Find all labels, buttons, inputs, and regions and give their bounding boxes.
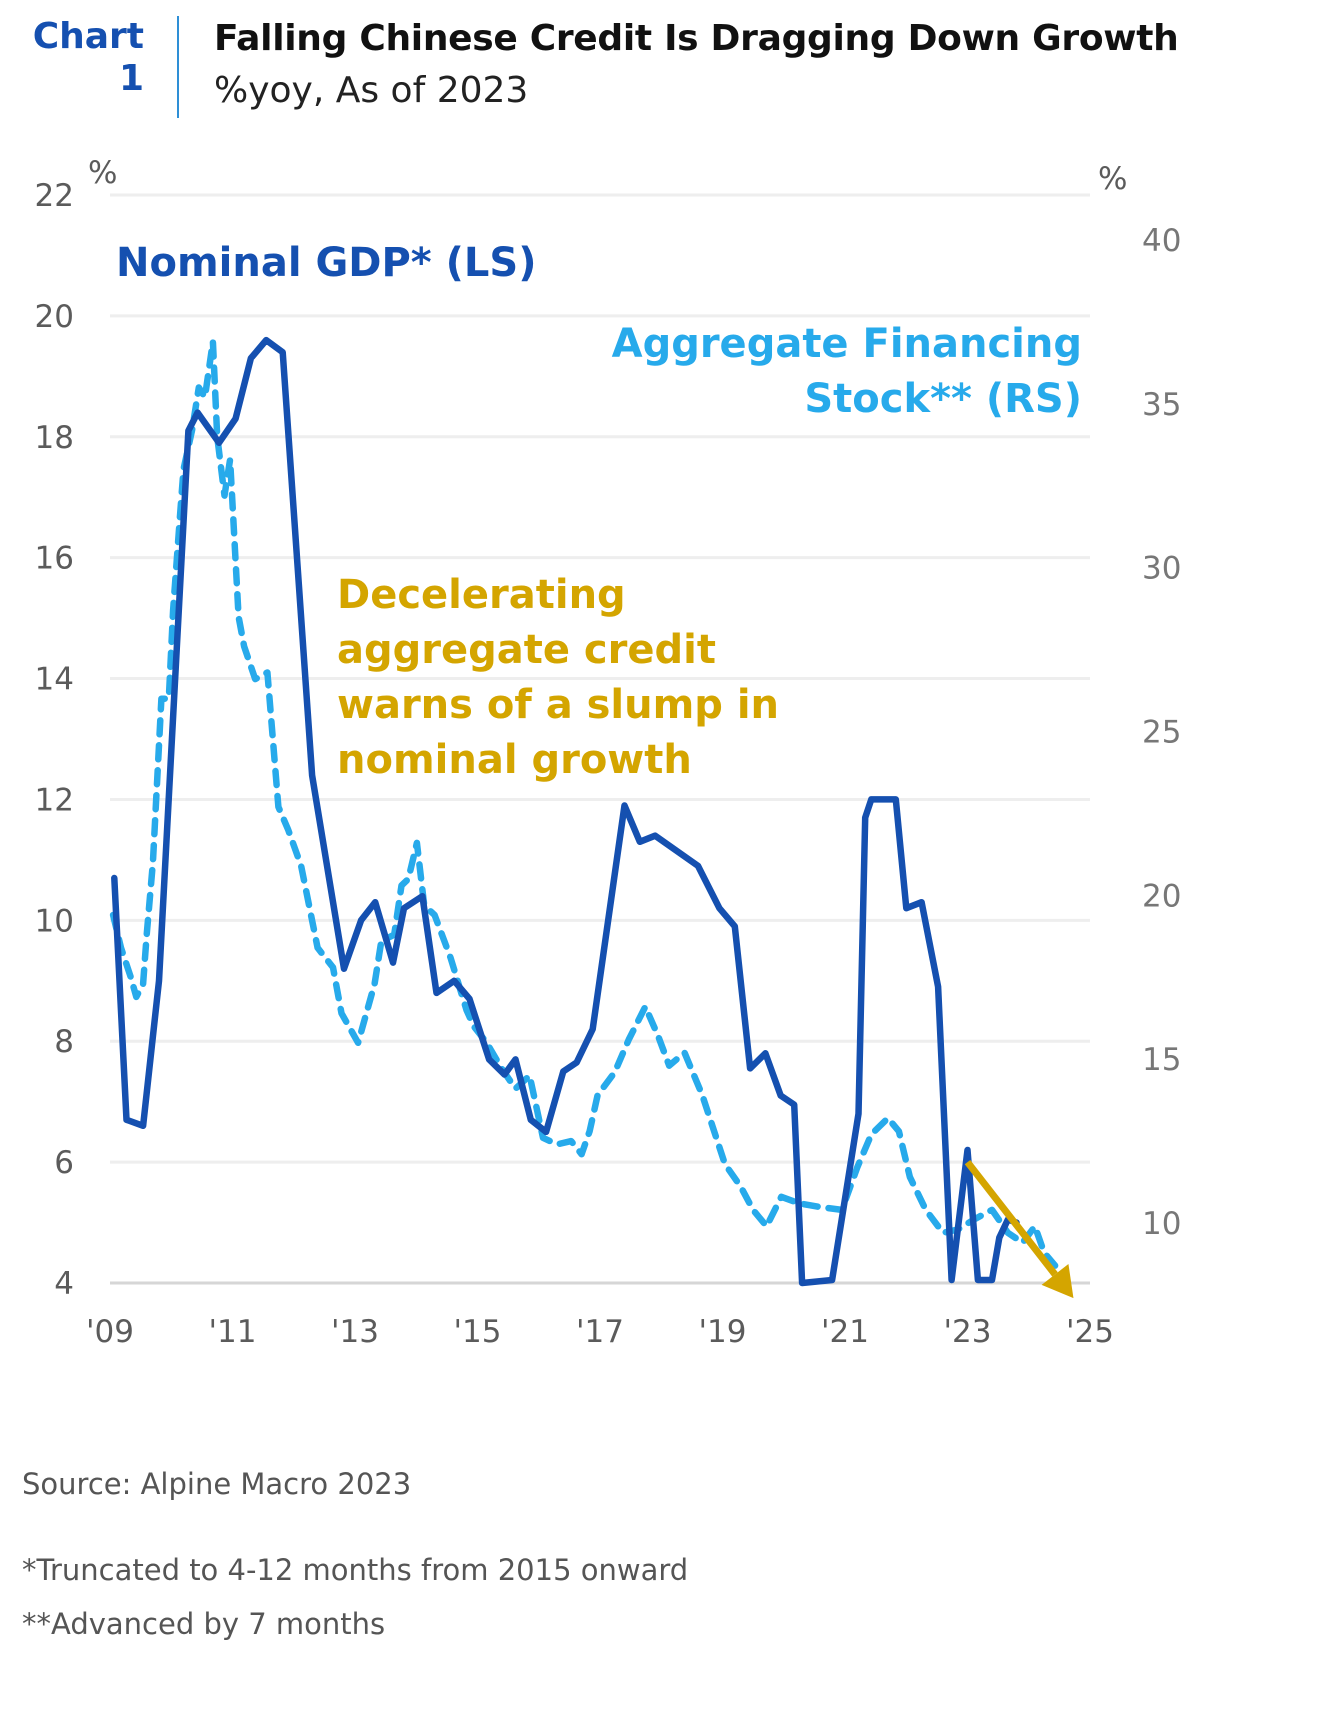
chart-label-word: Chart [32, 16, 144, 57]
right-tick-label: 40 [1142, 223, 1181, 259]
arrow-shaft [964, 1159, 1058, 1277]
annotation-line4: nominal growth [337, 737, 692, 783]
x-tick-label: '23 [944, 1314, 992, 1350]
right-tick-label: 30 [1142, 551, 1181, 587]
left-tick-label: 6 [54, 1145, 74, 1181]
x-tick-label: '25 [1066, 1314, 1114, 1350]
annotation-line2: aggregate credit [337, 627, 716, 673]
right-tick-label: 10 [1142, 1206, 1181, 1242]
annotation-line1: Decelerating [337, 572, 626, 618]
series-nominal-gdp [111, 336, 1020, 1287]
left-tick-label: 22 [35, 178, 74, 214]
legend-label-afs-line2: Stock** (RS) [804, 376, 1082, 422]
left-axis: % 4 6 8 10 12 14 16 18 20 22 [35, 155, 118, 1302]
x-tick-label: '09 [86, 1314, 134, 1350]
left-tick-label: 8 [54, 1024, 74, 1060]
left-tick-label: 18 [35, 420, 74, 456]
downtrend-arrow-icon [964, 1159, 1074, 1299]
series-aggregate-financing [109, 338, 1059, 1269]
x-tick-label: '11 [209, 1314, 257, 1350]
x-tick-label: '15 [454, 1314, 502, 1350]
x-tick-label: '13 [331, 1314, 379, 1350]
left-tick-label: 16 [35, 541, 74, 577]
series-line [111, 336, 1020, 1287]
right-axis-unit: % [1098, 161, 1127, 197]
annotation-line3: warns of a slump in [337, 682, 779, 728]
x-tick-label: '19 [699, 1314, 747, 1350]
x-axis: '09 '11 '13 '15 '17 '19 '21 '23 '25 [86, 1314, 1114, 1350]
series-line [109, 338, 1059, 1269]
header-divider [177, 16, 179, 118]
arrow-head [1041, 1263, 1074, 1299]
chart-title: Falling Chinese Credit Is Dragging Down … [214, 18, 1179, 59]
legend-label-afs-line1: Aggregate Financing [612, 321, 1082, 367]
right-tick-label: 20 [1142, 878, 1181, 914]
line-chart: % 4 6 8 10 12 14 16 18 20 22 % 10 15 20 25 30 35 40 '09… [35, 155, 1182, 1350]
left-axis-unit: % [88, 155, 117, 191]
left-tick-label: 20 [35, 299, 74, 335]
x-tick-label: '17 [576, 1314, 624, 1350]
chart-number-label: Chart 1 [22, 16, 144, 100]
legend-label-nominal-gdp: Nominal GDP* (LS) [116, 240, 537, 286]
right-tick-label: 15 [1142, 1042, 1181, 1078]
footnote-afs: **Advanced by 7 months [22, 1607, 386, 1641]
footnote-gdp: *Truncated to 4-12 months from 2015 onwa… [22, 1553, 689, 1587]
chart-label-number: 1 [118, 58, 144, 99]
chart-subtitle: %yoy, As of 2023 [214, 70, 529, 111]
left-tick-label: 4 [54, 1266, 74, 1302]
left-tick-label: 10 [35, 903, 74, 939]
left-tick-label: 12 [35, 782, 74, 818]
source-note: Source: Alpine Macro 2023 [22, 1467, 412, 1501]
right-axis: % 10 15 20 25 30 35 40 [1098, 161, 1181, 1242]
x-tick-label: '21 [821, 1314, 869, 1350]
gridlines [110, 193, 1090, 1285]
left-tick-label: 14 [35, 662, 74, 698]
right-tick-label: 35 [1142, 387, 1181, 423]
right-tick-label: 25 [1142, 715, 1181, 751]
